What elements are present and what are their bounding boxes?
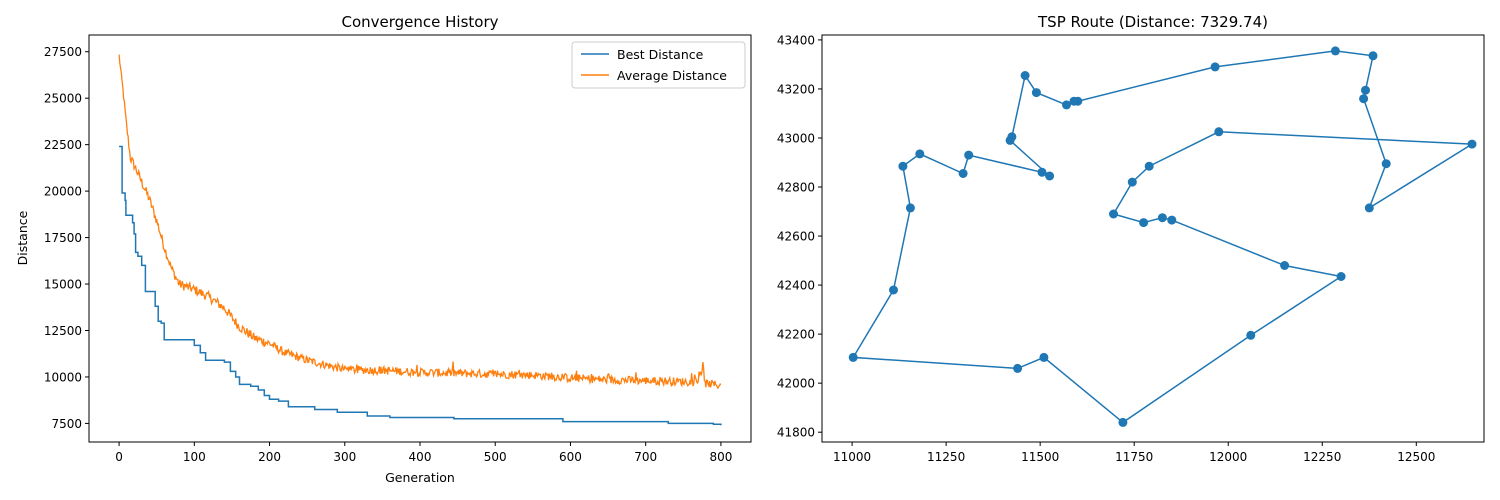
convergence-x-tick-label: 0 xyxy=(115,450,123,464)
best-distance-line xyxy=(119,145,722,426)
tsp-y-tick-label: 42400 xyxy=(777,279,815,293)
tsp-x-tick-label: 11000 xyxy=(833,450,871,464)
city-point xyxy=(1020,71,1030,80)
city-point xyxy=(1364,203,1374,213)
convergence-x-tick-label: 300 xyxy=(333,450,356,464)
tsp-x-tick-label: 12000 xyxy=(1209,450,1247,464)
city-point xyxy=(1167,215,1177,225)
city-point xyxy=(1127,177,1137,187)
tsp-x-tick-label: 11750 xyxy=(1115,450,1153,464)
convergence-x-axis-label: Generation xyxy=(385,470,455,485)
convergence-x-tick-label: 100 xyxy=(183,450,206,464)
city-point xyxy=(1045,171,1055,181)
legend-label-average-distance: Average Distance xyxy=(617,68,727,83)
tsp-y-tick-label: 43000 xyxy=(777,131,815,145)
city-point xyxy=(1381,159,1391,169)
city-point xyxy=(1330,46,1340,56)
legend-frame xyxy=(571,41,746,89)
legend-label-best-distance: Best Distance xyxy=(617,47,704,62)
city-point xyxy=(1336,272,1346,281)
city-point xyxy=(1037,167,1047,177)
convergence-y-tick-label: 10000 xyxy=(44,370,82,384)
convergence-y-tick-label: 15000 xyxy=(44,278,82,292)
city-point xyxy=(898,161,908,171)
legend: Best Distance Average Distance xyxy=(571,41,746,89)
convergence-y-tick-label: 22500 xyxy=(44,138,82,152)
city-point xyxy=(1368,51,1378,61)
city-point xyxy=(889,285,898,295)
convergence-x-tick-label: 600 xyxy=(559,450,582,464)
city-point xyxy=(1157,213,1167,223)
tsp-x-tick-label: 12250 xyxy=(1303,450,1341,464)
convergence-x-tick-label: 800 xyxy=(709,450,732,464)
tsp-y-tick-label: 42000 xyxy=(777,377,815,391)
city-point xyxy=(905,203,915,213)
convergence-y-tick-label: 12500 xyxy=(44,324,82,338)
convergence-chart-title: Convergence History xyxy=(341,13,498,31)
tsp-x-tick-label: 11250 xyxy=(927,450,965,464)
tsp-y-tick-label: 41800 xyxy=(777,426,815,440)
convergence-y-tick-label: 17500 xyxy=(44,231,82,245)
convergence-y-tick-label: 27500 xyxy=(44,45,82,59)
city-point xyxy=(1109,209,1118,219)
city-point xyxy=(1214,127,1224,137)
tsp-y-tick-label: 42800 xyxy=(777,181,815,195)
city-point xyxy=(964,150,974,160)
city-point xyxy=(1359,94,1369,104)
convergence-x-tick-label: 200 xyxy=(258,450,281,464)
convergence-x-tick-label: 500 xyxy=(484,450,507,464)
convergence-y-tick-label: 7500 xyxy=(51,417,82,431)
convergence-x-tick-label: 700 xyxy=(634,450,657,464)
tsp-plot-frame xyxy=(821,34,1485,443)
tsp-x-tick-label: 11500 xyxy=(1021,450,1059,464)
tsp-y-tick-label: 42600 xyxy=(777,230,815,244)
convergence-history-panel: Convergence History 0 100 200 300 400 500 600 7… xyxy=(15,13,752,485)
tsp-route-panel: TSP Route (Distance: 7329.74) 11000 11250… xyxy=(777,13,1485,464)
city-point xyxy=(1062,100,1071,110)
city-point xyxy=(1144,161,1154,171)
city-point xyxy=(1039,352,1049,362)
city-point xyxy=(1005,135,1015,145)
city-point xyxy=(1069,96,1079,106)
convergence-y-axis-label: Distance xyxy=(15,210,30,265)
city-point xyxy=(915,149,925,159)
city-point xyxy=(1139,218,1149,228)
convergence-y-tick-label: 25000 xyxy=(44,92,82,106)
average-distance-line xyxy=(118,54,722,390)
city-point xyxy=(1246,330,1256,340)
tsp-x-tick-label: 12500 xyxy=(1397,450,1435,464)
city-point xyxy=(1031,88,1041,98)
city-point xyxy=(1280,261,1290,270)
tsp-y-tick-label: 42200 xyxy=(777,328,815,342)
tsp-y-tick-label: 43400 xyxy=(777,33,815,47)
convergence-x-tick-label: 400 xyxy=(409,450,432,464)
city-point xyxy=(958,169,968,178)
city-point xyxy=(1210,62,1220,72)
city-point xyxy=(1118,417,1128,427)
city-point xyxy=(848,352,858,362)
city-point xyxy=(1361,85,1370,95)
city-point xyxy=(1013,363,1023,373)
tsp-y-tick-label: 43200 xyxy=(777,82,815,96)
tsp-route-line xyxy=(851,50,1473,424)
city-point xyxy=(1467,139,1477,149)
tsp-chart-title: TSP Route (Distance: 7329.74) xyxy=(1037,13,1268,31)
convergence-y-tick-label: 20000 xyxy=(44,185,82,199)
